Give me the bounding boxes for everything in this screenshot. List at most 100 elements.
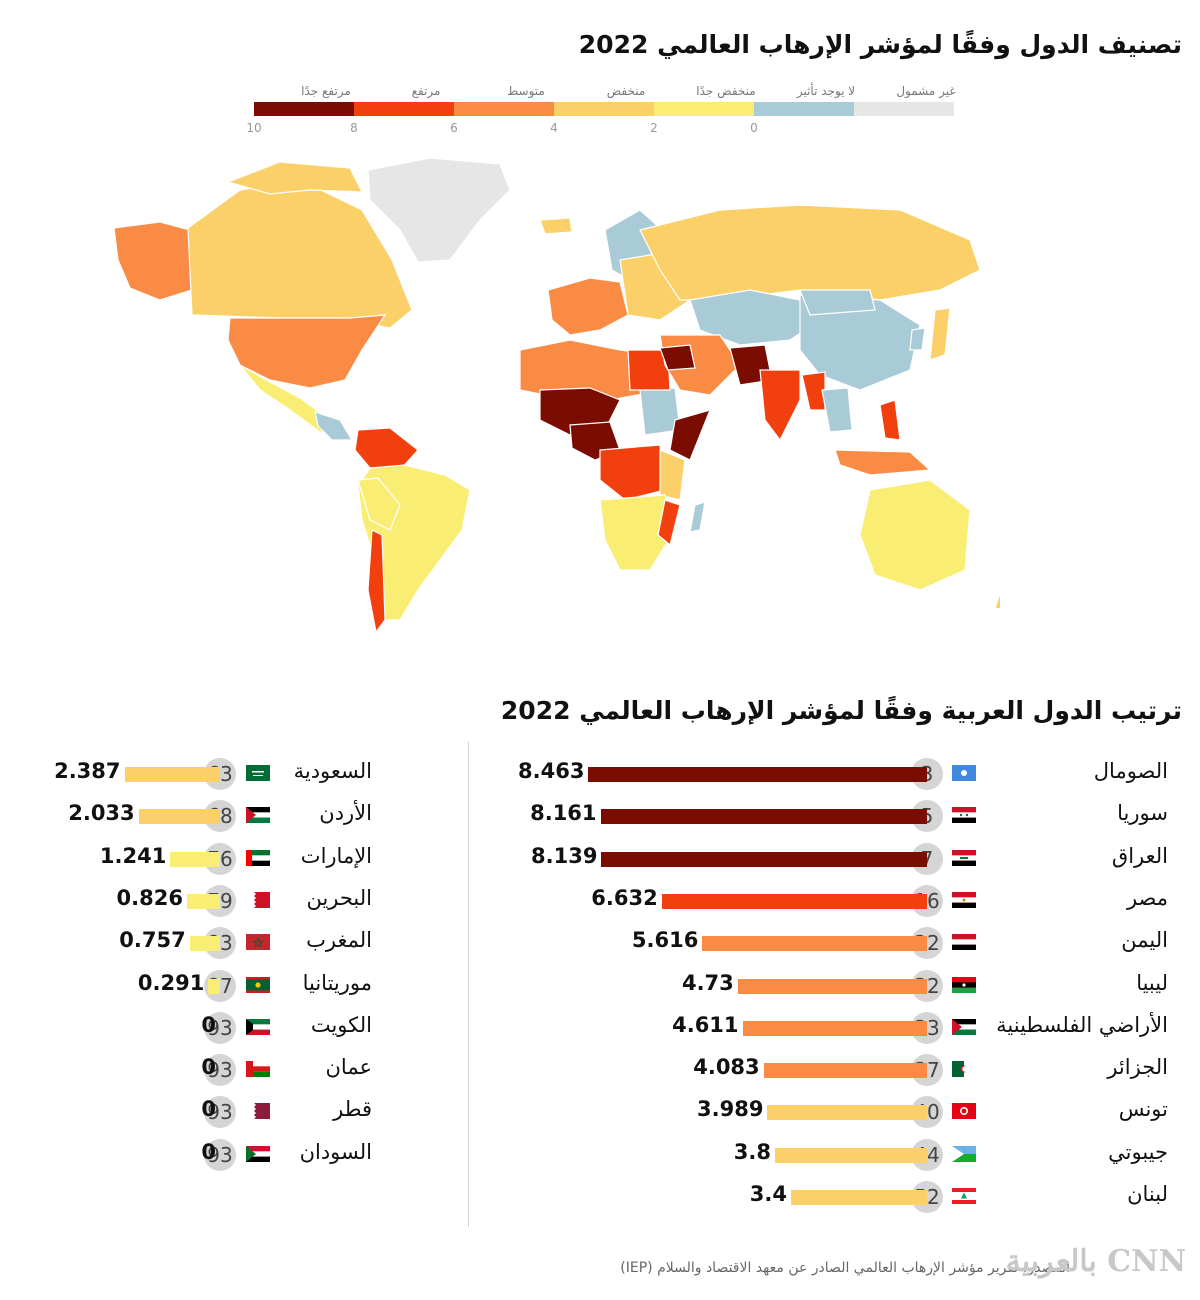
oman-flag-icon [246, 1061, 270, 1078]
djibouti-flag-icon [952, 1145, 976, 1162]
egypt-flag-icon [952, 891, 976, 908]
score-value: 0 [201, 1012, 216, 1037]
map-region-alaska [113, 221, 193, 301]
country-name: الأراضي الفلسطينية [996, 1012, 1168, 1037]
country-name: سوريا [1117, 801, 1168, 826]
rank-row: لبنان523.4 [0, 1179, 1200, 1215]
algeria-flag-icon [952, 1061, 976, 1078]
score-value: 4.083 [693, 1055, 760, 1080]
rank-row: ليبيا 32 4.73 [0, 968, 1200, 1004]
rank-row: البحرين 79 0.826 [0, 883, 1200, 919]
country-name: الصومال [1093, 759, 1168, 783]
map-region-indonesia [834, 449, 932, 476]
country-name: عمان [325, 1055, 373, 1080]
country-name: السودان [299, 1139, 372, 1164]
score-bar [600, 809, 927, 825]
country-name: السعودية [293, 759, 372, 783]
rank-row: تونس 40 3.989 [0, 1094, 1200, 1130]
score-value: 4.611 [672, 1012, 739, 1037]
map-region-egypt [627, 349, 671, 391]
rank-badge: 93 [204, 1011, 236, 1044]
rank-badge: 83 [204, 927, 236, 960]
legend-tick: 10 [246, 121, 261, 135]
uae-flag-icon [246, 849, 270, 866]
map-region-madagascar [689, 501, 706, 533]
rank-row: اليمن 22 5.616 [0, 925, 1200, 961]
legend-tick: 8 [350, 121, 358, 135]
score-bar [763, 1063, 927, 1079]
score-value: 2.387 [54, 759, 121, 783]
legend-label: منخفض [607, 84, 646, 99]
legend-label: مرتفع جدًا [301, 84, 351, 99]
map-region-western-europe [547, 277, 629, 336]
score-bar [737, 978, 927, 994]
map-region-china [799, 294, 921, 391]
rank-badge: 93 [204, 1096, 236, 1129]
somalia-flag-icon [952, 765, 976, 781]
score-value: 0.291 [137, 970, 205, 995]
rank-badge: 68 [204, 800, 236, 833]
score-value: 0 [201, 1055, 216, 1080]
map-region-india [759, 369, 801, 442]
palestine-flag-icon [952, 1018, 976, 1035]
column-divider [468, 742, 469, 1227]
mauritania-flag-icon [246, 976, 270, 993]
rank-badge: 93 [204, 1054, 236, 1087]
world-map [113, 157, 1000, 634]
legend-label: متوسط [507, 84, 545, 99]
rank-badge: 40 [911, 1096, 943, 1129]
score-bar [124, 767, 220, 782]
iraq-flag-icon [952, 849, 976, 866]
map-region-horn-of-africa [669, 409, 712, 461]
score-bar [186, 893, 220, 909]
score-bar [601, 851, 927, 867]
map-region-myanmar [801, 371, 826, 411]
legend-swatch [254, 102, 354, 116]
score-bar [767, 1105, 927, 1121]
rank-row: الكويت 93 0 [0, 1010, 1200, 1046]
map-region-chile [367, 529, 386, 634]
page-title: تصنيف الدول وفقًا لمؤشر الإرهاب العالمي … [578, 30, 1182, 59]
legend-tick: 6 [450, 121, 458, 135]
legend-swatch [454, 102, 554, 116]
score-bar [742, 1020, 927, 1036]
country-name: الكويت [310, 1012, 372, 1037]
country-name: لبنان [1127, 1182, 1168, 1206]
rank-row: الجزائر 37 4.083 [0, 1052, 1200, 1088]
score-bar [189, 936, 220, 952]
legend-swatch [554, 102, 654, 116]
country-name: تونس [1118, 1097, 1168, 1122]
legend-swatch [854, 102, 954, 116]
rank-row: قطر 93 0 [0, 1094, 1200, 1130]
morocco-flag-icon [246, 934, 270, 951]
country-name: مصر [1126, 885, 1168, 910]
saudi-flag-icon [246, 765, 270, 781]
score-value: 3.4 [749, 1182, 787, 1206]
country-name: الأردن [319, 801, 372, 826]
map-region-japan [929, 307, 951, 361]
score-bar [138, 809, 220, 825]
score-value: 4.73 [681, 970, 734, 995]
country-name: المغرب [306, 928, 372, 953]
country-name: موريتانيا [302, 970, 372, 995]
score-value: 0.757 [119, 928, 186, 953]
score-bar [170, 851, 220, 867]
map-region-korea [909, 327, 926, 351]
score-value: 0 [201, 1097, 216, 1122]
legend-label: منخفض جدًا [696, 84, 755, 99]
legend-label: لا يوجد تأثير [796, 82, 855, 99]
score-value: 8.463 [518, 759, 585, 783]
bahrain-flag-icon [246, 891, 270, 908]
rank-row: الأراضي الفلسطينية 33 4.611 [0, 1010, 1200, 1046]
score-value: 0 [201, 1139, 216, 1164]
legend-tick: 4 [550, 121, 558, 135]
score-value: 3.8 [733, 1139, 771, 1164]
map-region-syria-iraq [659, 344, 696, 371]
lebanon-flag-icon [952, 1188, 976, 1204]
qatar-flag-icon [246, 1103, 270, 1120]
country-name: اليمن [1121, 928, 1168, 953]
map-region-mozambique [657, 499, 681, 547]
rank-row: عمان 93 0 [0, 1052, 1200, 1088]
map-region-southern-africa [599, 494, 676, 571]
yemen-flag-icon [952, 934, 976, 951]
